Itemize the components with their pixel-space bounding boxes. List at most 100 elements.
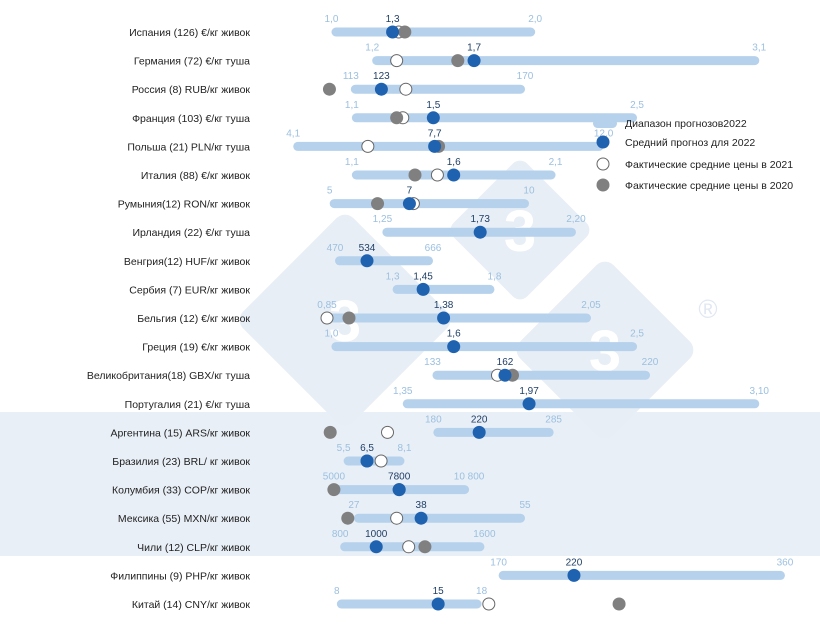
range-min-label: 1,1 [345, 157, 359, 168]
legend-mean-marker [596, 135, 610, 149]
legend-2020-label: Фактические средние цены в 2020 [625, 180, 793, 192]
range-bar [351, 113, 638, 123]
mean-2022-marker [437, 311, 451, 325]
range-min-label: 4,1 [286, 128, 300, 139]
mean-2022-marker [360, 254, 374, 268]
mean-label: 1,38 [434, 300, 454, 311]
range-bar [331, 342, 638, 352]
range-max-label: 10 800 [454, 472, 485, 483]
actual-2021-marker [381, 425, 394, 439]
legend-range-label: Диапазон прогнозов2022 [625, 118, 747, 130]
actual-2020-marker [323, 425, 337, 439]
mean-label: 1,45 [413, 271, 433, 282]
mean-label: 220 [566, 557, 583, 568]
row-label: Бразилия (23) BRL/ кг живок [112, 456, 250, 468]
range-min-label: 8 [334, 586, 340, 597]
range-max-label: 2,5 [630, 329, 644, 340]
range-min-label: 5,5 [337, 443, 351, 454]
row-label: Филиппины (9) PHP/кг живок [110, 570, 250, 582]
row-label: Франция (103) €/кг туша [132, 113, 250, 125]
mean-label: 7 [407, 186, 413, 197]
row-label: Аргентина (15) ARS/кг живок [110, 427, 250, 439]
actual-2020-marker [327, 483, 341, 497]
mean-label: 1,6 [447, 329, 461, 340]
range-min-label: 5 [327, 186, 333, 197]
range-bar [353, 513, 525, 523]
mean-label: 15 [433, 586, 445, 597]
legend-2021-label: Фактические средние цены в 2021 [625, 159, 793, 171]
range-min-label: 470 [327, 243, 344, 254]
range-min-label: 1,25 [373, 214, 393, 225]
range-min-label: 1,0 [325, 14, 339, 25]
actual-2021-marker [390, 54, 404, 68]
mean-2022-marker [473, 225, 487, 239]
mean-2022-marker [369, 540, 383, 554]
row-label: Бельгия (12) €/кг живок [137, 313, 250, 325]
actual-2020-marker [342, 311, 356, 325]
mean-2022-marker [416, 282, 430, 296]
mean-label: 123 [373, 71, 390, 82]
mean-label: 162 [497, 357, 514, 368]
mean-2022-marker [567, 568, 581, 582]
mean-2022-marker [402, 197, 416, 211]
mean-2022-marker [386, 25, 400, 39]
range-min-label: 27 [348, 500, 360, 511]
row-label: Мексика (55) MXN/кг живок [118, 513, 250, 525]
row-label: Германия (72) €/кг туша [134, 56, 250, 68]
row-label: Россия (8) RUB/кг живок [132, 84, 251, 96]
range-bar [498, 570, 785, 580]
actual-2021-marker [430, 168, 444, 182]
legend-range-swatch [593, 119, 617, 128]
actual-2020-marker [398, 25, 412, 39]
actual-2020-marker [322, 82, 336, 96]
mean-2022-marker [431, 597, 445, 611]
mean-label: 1,97 [519, 386, 539, 397]
range-min-label: 113 [343, 71, 359, 82]
mean-label: 1,3 [386, 14, 400, 25]
actual-2021-marker [374, 454, 388, 468]
row-label: Португалия (21) €/кг туша [125, 399, 250, 411]
range-bar [372, 56, 760, 66]
range-bar [343, 456, 405, 466]
range-min-label: 170 [490, 557, 507, 568]
actual-2020-marker [612, 597, 626, 611]
row-label: Испания (126) €/кг живок [129, 27, 250, 39]
range-bar [329, 199, 529, 209]
range-max-label: 55 [519, 500, 531, 511]
row-label: Венгрия(12) HUF/кг живок [124, 256, 250, 268]
range-min-label: 1,1 [345, 100, 359, 111]
range-max-label: 3,10 [750, 386, 770, 397]
range-bar [350, 84, 525, 94]
range-min-label: 133 [424, 357, 441, 368]
actual-2021-marker [361, 139, 375, 153]
range-bar [335, 256, 433, 266]
latin-america-band [0, 412, 820, 556]
range-max-label: 220 [642, 357, 659, 368]
range-bar [433, 427, 554, 437]
range-bar [402, 399, 760, 409]
legend-mean-label: Средний прогноз для 2022 [625, 137, 755, 149]
range-min-label: 1,3 [386, 271, 400, 282]
mean-2022-marker [522, 397, 536, 411]
range-max-label: 2,5 [630, 100, 644, 111]
mean-2022-marker [374, 82, 388, 96]
range-max-label: 2,0 [528, 14, 542, 25]
range-max-label: 8,1 [398, 443, 412, 454]
range-max-label: 1600 [473, 529, 496, 540]
actual-2020-marker [341, 511, 355, 525]
actual-2021-marker [399, 82, 413, 96]
range-max-label: 285 [545, 414, 562, 425]
actual-2020-marker [408, 168, 422, 182]
range-bar [327, 313, 591, 323]
mean-2022-marker [467, 54, 481, 68]
mean-label: 1,7 [467, 43, 481, 54]
mean-label: 38 [416, 500, 428, 511]
actual-2020-marker [418, 540, 432, 554]
range-min-label: 5000 [323, 472, 346, 483]
range-min-label: 0,85 [317, 300, 337, 311]
row-label: Сербия (7) EUR/кг живок [129, 284, 250, 296]
actual-2020-marker [451, 54, 465, 68]
actual-2021-marker [320, 311, 334, 325]
